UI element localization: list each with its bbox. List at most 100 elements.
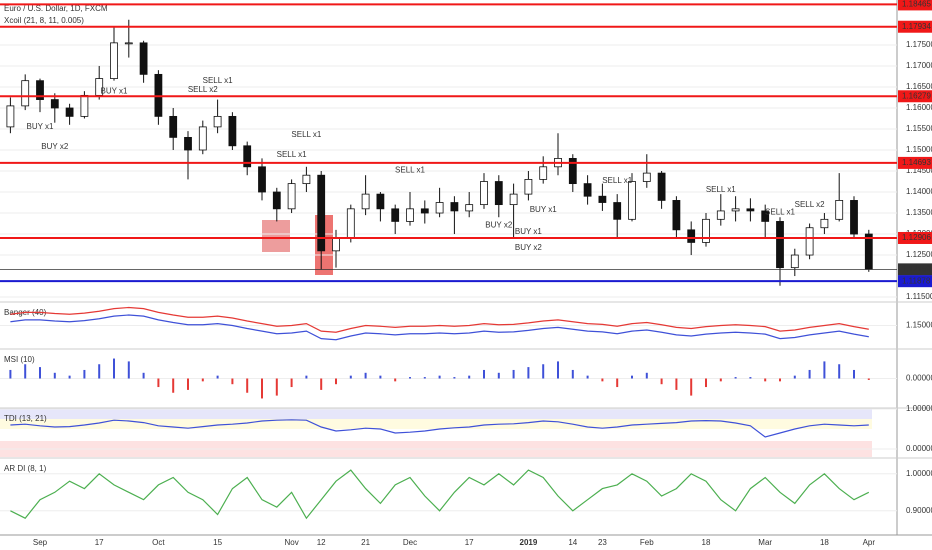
candle-body — [657, 172, 666, 201]
candle-body — [716, 210, 725, 220]
bar — [53, 372, 56, 379]
bar — [187, 378, 189, 390]
bar — [201, 378, 204, 382]
bar — [83, 369, 86, 379]
y-tick-label: 1.16500 — [906, 82, 932, 91]
bar — [749, 377, 752, 379]
y-tick-label: 1.11500 — [906, 292, 932, 301]
price-label-bg — [898, 275, 932, 288]
price-label: 1.18465 — [902, 0, 931, 9]
x-tick-label: 17 — [465, 538, 474, 547]
bar — [527, 367, 530, 379]
x-tick-label: 18 — [702, 538, 711, 547]
signal-label: BUY x2 — [485, 220, 513, 229]
candle-body — [850, 200, 858, 235]
candle-body — [228, 115, 237, 147]
candle-body — [435, 202, 444, 214]
bar — [497, 372, 500, 379]
x-tick-label: 18 — [820, 538, 829, 547]
candle-body — [110, 42, 118, 79]
bar — [512, 369, 515, 379]
bar — [275, 378, 278, 396]
bar — [261, 378, 263, 399]
x-tick-label: Oct — [152, 538, 165, 547]
candle-body — [583, 183, 592, 197]
candle-body — [36, 80, 44, 100]
y-tick-label: 1.12500 — [906, 250, 932, 259]
signal-label: SELL x1 — [602, 176, 632, 185]
y-tick-label: 1.16000 — [906, 103, 932, 112]
bar — [172, 378, 175, 393]
x-tick-label: Apr — [863, 538, 876, 547]
candle-body — [50, 99, 59, 109]
bar — [808, 369, 811, 379]
bar — [616, 378, 619, 388]
x-tick-label: Sep — [33, 538, 48, 547]
price-label-bg — [898, 231, 932, 244]
candle-body — [406, 208, 414, 222]
bar — [631, 375, 633, 379]
price-label: 1.17934 — [902, 22, 931, 31]
candle-body — [139, 42, 148, 75]
candle-body — [346, 208, 355, 239]
series-line — [10, 306, 869, 333]
candle-body — [332, 237, 340, 252]
candle-body — [509, 193, 518, 206]
series-line — [10, 314, 869, 341]
price-label-bg — [898, 263, 932, 276]
pane-title: MSI (10) — [4, 355, 35, 364]
signal-label: SELL x1 — [277, 150, 307, 159]
y-tick-label: 0.90000 — [906, 506, 932, 515]
signal-label: BUY x1 — [27, 122, 55, 131]
candle-body — [628, 181, 636, 220]
candle-body — [568, 158, 577, 185]
price-label: 1.14693 — [902, 158, 931, 167]
candle-body — [21, 80, 30, 107]
candle-body — [213, 115, 222, 128]
price-label: 1.12159 — [902, 264, 931, 273]
signal-label: SELL x1 — [395, 165, 425, 174]
price-label-bg — [898, 20, 932, 33]
bar — [853, 369, 855, 379]
pane-title: AR DI (8, 1) — [4, 464, 47, 473]
bar — [660, 378, 663, 385]
signal-label: SELL x1 — [765, 207, 795, 216]
signal-label: SELL x2 — [188, 85, 218, 94]
signal-label: SELL x2 — [795, 200, 825, 209]
zone — [262, 220, 290, 252]
candle-body — [524, 179, 533, 195]
x-tick-label: Dec — [403, 538, 417, 547]
signal-label: BUY x2 — [41, 142, 69, 151]
x-tick-label: 23 — [598, 538, 607, 547]
x-tick-label: 2019 — [520, 538, 538, 547]
candle-body — [494, 181, 503, 206]
pane-title: Euro / U.S. Dollar, 1D, FXCM — [4, 4, 108, 13]
y-tick-label: 1.14500 — [906, 166, 932, 175]
y-tick-label: 1.15500 — [906, 124, 932, 133]
price-label: 1.12906 — [902, 233, 931, 242]
candle-body — [835, 200, 844, 220]
x-tick-label: 17 — [95, 538, 104, 547]
bar — [764, 378, 767, 382]
y-tick-label: 1.14000 — [906, 187, 932, 196]
y-tick-label: 1.15000 — [906, 145, 932, 154]
bar — [127, 361, 130, 379]
subtitle: Xcoil (21, 8, 11, 0.005) — [4, 16, 84, 25]
bar — [216, 375, 219, 379]
bar — [468, 375, 471, 379]
price-label: 1.11878 — [902, 276, 931, 285]
x-tick-label: 21 — [361, 538, 370, 547]
bar — [409, 377, 411, 379]
candle-body — [243, 145, 252, 168]
bar — [423, 377, 426, 379]
candle-body — [376, 193, 385, 210]
signal-label: SELL x1 — [203, 76, 233, 85]
candle-body — [450, 202, 459, 212]
x-tick-label: 14 — [568, 538, 577, 547]
x-tick-label: 15 — [213, 538, 222, 547]
price-label-bg — [898, 90, 932, 103]
bar — [290, 378, 293, 388]
x-tick-label: Nov — [284, 538, 298, 547]
